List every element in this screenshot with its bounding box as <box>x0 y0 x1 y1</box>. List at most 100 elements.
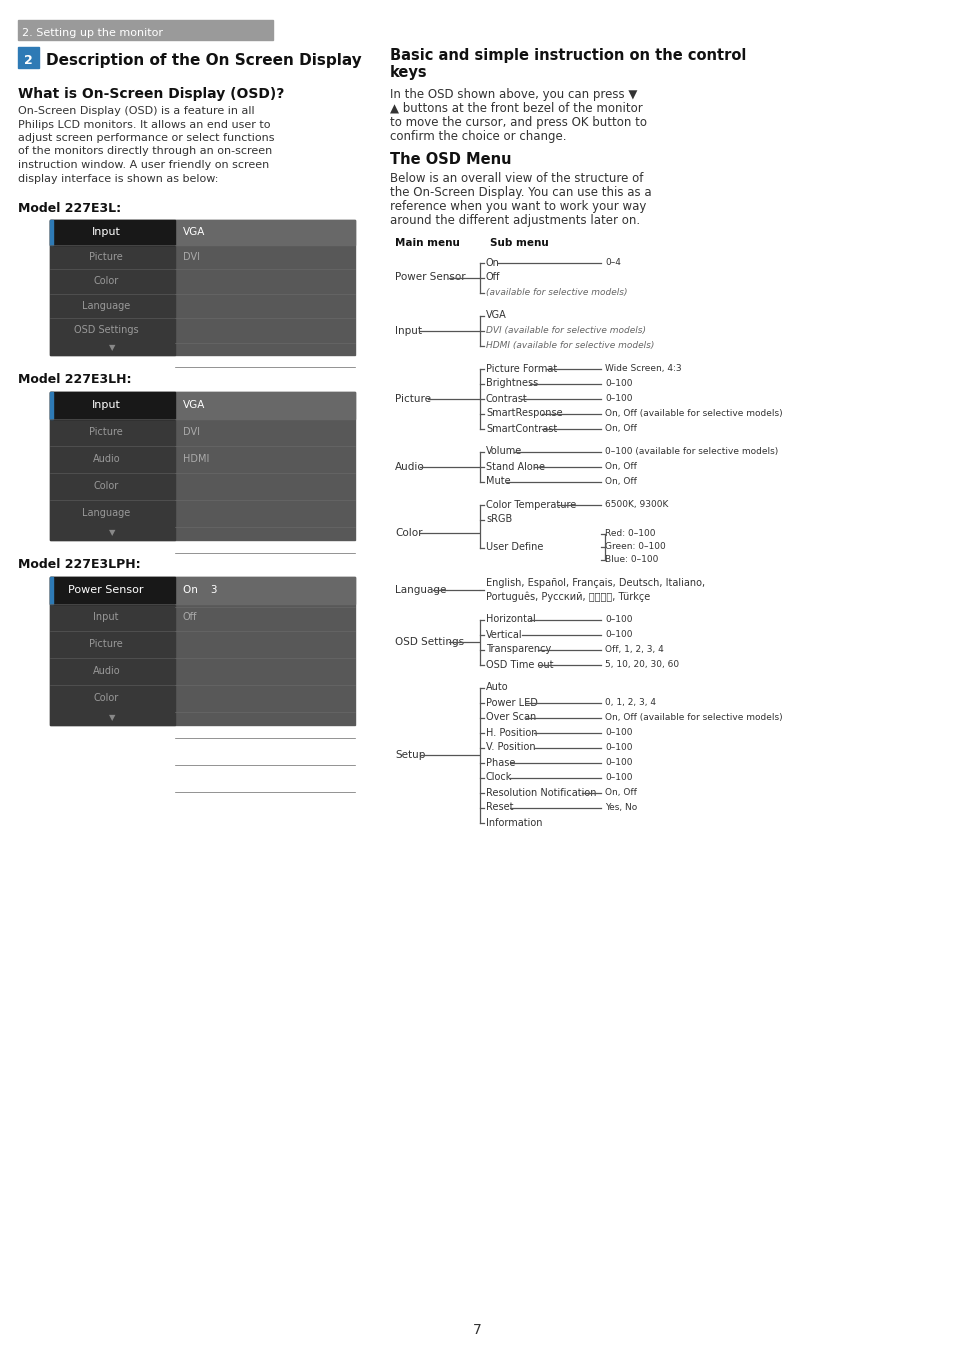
Text: Transparency: Transparency <box>485 645 551 654</box>
Text: SmartResponse: SmartResponse <box>485 409 562 418</box>
Text: Information: Information <box>485 818 542 827</box>
Text: Power LED: Power LED <box>485 697 537 708</box>
Text: User Define: User Define <box>485 543 543 552</box>
Text: Model 227E3L:: Model 227E3L: <box>18 202 121 215</box>
Text: Contrast: Contrast <box>485 394 527 403</box>
Text: Off, 1, 2, 3, 4: Off, 1, 2, 3, 4 <box>604 645 663 654</box>
Text: (available for selective models): (available for selective models) <box>485 288 627 297</box>
Text: 0–100: 0–100 <box>604 615 632 624</box>
Text: Below is an overall view of the structure of: Below is an overall view of the structur… <box>390 172 642 185</box>
Bar <box>50 577 355 724</box>
Text: SmartContrast: SmartContrast <box>485 424 557 433</box>
Text: HDMI (available for selective models): HDMI (available for selective models) <box>485 341 654 349</box>
Text: Power Sensor: Power Sensor <box>69 585 144 596</box>
Text: Input: Input <box>93 612 119 623</box>
Text: What is On-Screen Display (OSD)?: What is On-Screen Display (OSD)? <box>18 87 284 102</box>
Text: 2. Setting up the monitor: 2. Setting up the monitor <box>22 28 163 38</box>
Text: On-Screen Display (OSD) is a feature in all: On-Screen Display (OSD) is a feature in … <box>18 106 254 116</box>
Text: DVI: DVI <box>183 252 200 261</box>
Text: sRGB: sRGB <box>485 515 512 524</box>
Text: 0–100: 0–100 <box>604 728 632 737</box>
Text: OSD Settings: OSD Settings <box>395 636 464 647</box>
Text: 0–4: 0–4 <box>604 259 620 267</box>
Text: Green: 0–100: Green: 0–100 <box>604 542 665 551</box>
Text: Yes, No: Yes, No <box>604 803 637 812</box>
Text: DVI: DVI <box>183 428 200 437</box>
Bar <box>50 577 174 604</box>
Text: Color Temperature: Color Temperature <box>485 500 576 509</box>
Text: 0–100: 0–100 <box>604 630 632 639</box>
Text: ▼: ▼ <box>110 714 115 723</box>
Text: instruction window. A user friendly on screen: instruction window. A user friendly on s… <box>18 160 269 171</box>
Text: 7: 7 <box>472 1323 481 1336</box>
Text: Power Sensor: Power Sensor <box>395 272 465 283</box>
Bar <box>50 577 53 604</box>
Text: Volume: Volume <box>485 447 521 456</box>
Text: Main menu: Main menu <box>395 238 459 248</box>
Text: 6500K, 9300K: 6500K, 9300K <box>604 500 668 509</box>
Text: ▼: ▼ <box>110 344 115 352</box>
Text: Color: Color <box>93 276 119 286</box>
Text: Picture: Picture <box>395 394 431 403</box>
Text: 0–100: 0–100 <box>604 743 632 751</box>
Text: Picture: Picture <box>90 428 123 437</box>
Text: keys: keys <box>390 65 427 80</box>
Text: Philips LCD monitors. It allows an end user to: Philips LCD monitors. It allows an end u… <box>18 119 271 130</box>
Text: The OSD Menu: The OSD Menu <box>390 152 511 167</box>
Text: Color: Color <box>93 693 119 703</box>
Text: Color: Color <box>93 481 119 492</box>
Text: confirm the choice or change.: confirm the choice or change. <box>390 130 566 144</box>
Text: Vertical: Vertical <box>485 630 522 639</box>
Text: VGA: VGA <box>183 227 205 237</box>
Text: Picture: Picture <box>90 252 123 261</box>
Bar <box>50 219 174 245</box>
Bar <box>174 393 355 418</box>
Text: VGA: VGA <box>183 401 205 410</box>
Bar <box>50 393 174 540</box>
Text: In the OSD shown above, you can press ▼: In the OSD shown above, you can press ▼ <box>390 88 637 102</box>
Text: 0–100 (available for selective models): 0–100 (available for selective models) <box>604 447 778 456</box>
Bar <box>174 219 355 245</box>
Text: ▲ buttons at the front bezel of the monitor: ▲ buttons at the front bezel of the moni… <box>390 102 642 115</box>
Bar <box>50 393 355 540</box>
Text: Clock: Clock <box>485 773 512 783</box>
Bar <box>174 577 355 604</box>
Text: reference when you want to work your way: reference when you want to work your way <box>390 200 646 213</box>
Text: Sub menu: Sub menu <box>490 238 548 248</box>
Bar <box>50 219 355 355</box>
Text: display interface is shown as below:: display interface is shown as below: <box>18 173 218 184</box>
Text: On, Off: On, Off <box>604 462 637 471</box>
Text: to move the cursor, and press OK button to: to move the cursor, and press OK button … <box>390 116 646 129</box>
Text: Horizontal: Horizontal <box>485 615 536 624</box>
Text: HDMI: HDMI <box>183 455 209 464</box>
Text: Off: Off <box>183 612 197 623</box>
Text: Picture: Picture <box>90 639 123 650</box>
Text: On, Off (available for selective models): On, Off (available for selective models) <box>604 714 781 722</box>
Text: Input: Input <box>91 401 121 410</box>
Text: Blue: 0–100: Blue: 0–100 <box>604 555 658 565</box>
Text: Description of the On Screen Display: Description of the On Screen Display <box>46 53 361 68</box>
Text: Audio: Audio <box>92 455 120 464</box>
Text: around the different adjustments later on.: around the different adjustments later o… <box>390 214 639 227</box>
Text: Mute: Mute <box>485 477 510 486</box>
Text: adjust screen performance or select functions: adjust screen performance or select func… <box>18 133 274 144</box>
Text: VGA: VGA <box>485 310 506 321</box>
Bar <box>50 219 53 245</box>
Text: ▼: ▼ <box>110 528 115 538</box>
Text: OSD Time out: OSD Time out <box>485 659 553 669</box>
Text: On, Off: On, Off <box>604 477 637 486</box>
Text: On, Off (available for selective models): On, Off (available for selective models) <box>604 409 781 418</box>
Text: Language: Language <box>82 301 131 311</box>
Text: Brightness: Brightness <box>485 379 537 389</box>
Text: Português, Русский, 简体中文, Türkçe: Português, Русский, 简体中文, Türkçe <box>485 592 650 601</box>
Text: Auto: Auto <box>485 682 508 692</box>
Text: of the monitors directly through an on-screen: of the monitors directly through an on-s… <box>18 146 272 157</box>
Text: 0–100: 0–100 <box>604 773 632 783</box>
Text: Phase: Phase <box>485 757 515 768</box>
Text: Setup: Setup <box>395 750 425 760</box>
Text: Reset: Reset <box>485 803 513 812</box>
Bar <box>18 20 273 41</box>
Text: On    3: On 3 <box>183 585 217 596</box>
Text: Resolution Notification: Resolution Notification <box>485 788 596 798</box>
Text: 2: 2 <box>24 54 32 66</box>
